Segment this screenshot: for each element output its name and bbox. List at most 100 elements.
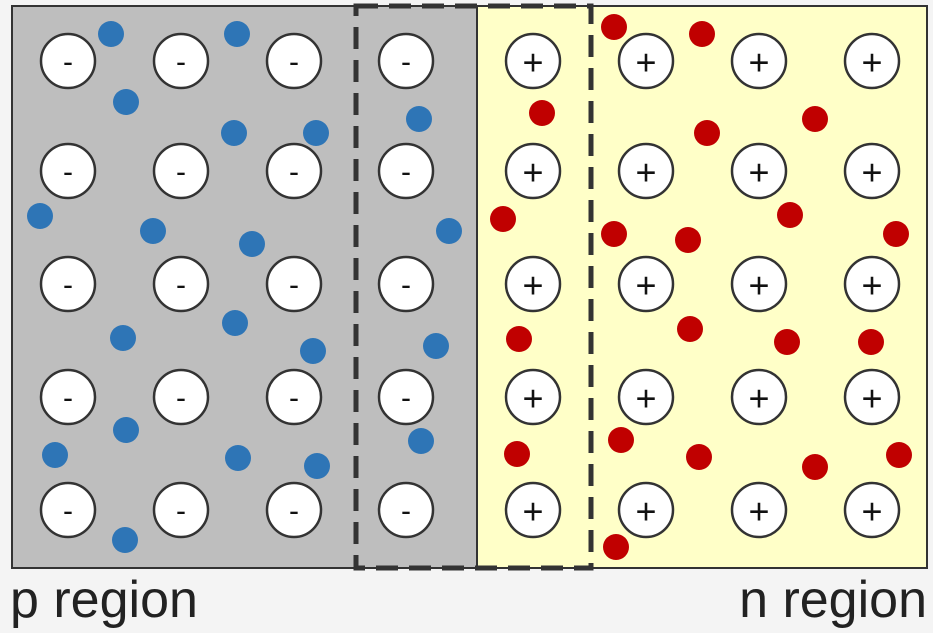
acceptor-ion: -	[39, 481, 97, 539]
donor-ion: +	[730, 142, 788, 200]
hole	[42, 442, 68, 468]
svg-text:-: -	[63, 269, 73, 302]
svg-text:+: +	[861, 378, 882, 419]
hole	[408, 428, 434, 454]
electron	[506, 326, 532, 352]
svg-text:+: +	[635, 378, 656, 419]
svg-text:+: +	[635, 42, 656, 83]
donor-ion: +	[617, 481, 675, 539]
acceptor-ion: -	[152, 368, 210, 426]
electron	[802, 454, 828, 480]
svg-text:-: -	[63, 46, 73, 79]
donor-ion: +	[730, 368, 788, 426]
acceptor-ion: -	[39, 142, 97, 200]
electron	[883, 221, 909, 247]
electron	[490, 206, 516, 232]
donor-ion: +	[843, 481, 901, 539]
acceptor-ion: -	[377, 142, 435, 200]
hole	[113, 89, 139, 115]
donor-ion: +	[617, 368, 675, 426]
svg-text:+: +	[748, 42, 769, 83]
electron	[774, 329, 800, 355]
donor-ion: +	[504, 255, 562, 313]
svg-text:-: -	[289, 46, 299, 79]
electron	[601, 221, 627, 247]
svg-text:+: +	[522, 42, 543, 83]
svg-text:-: -	[401, 495, 411, 528]
donor-ion: +	[504, 32, 562, 90]
donor-ion: +	[617, 32, 675, 90]
donor-ion: +	[843, 368, 901, 426]
svg-text:+: +	[748, 152, 769, 193]
svg-text:-: -	[63, 495, 73, 528]
donor-ion: +	[730, 255, 788, 313]
svg-text:-: -	[401, 156, 411, 189]
acceptor-ion: -	[265, 142, 323, 200]
svg-text:-: -	[176, 269, 186, 302]
hole	[110, 325, 136, 351]
svg-text:-: -	[401, 382, 411, 415]
electron	[608, 427, 634, 453]
electron	[694, 120, 720, 146]
svg-text:+: +	[748, 378, 769, 419]
electron	[675, 227, 701, 253]
acceptor-ion: -	[265, 255, 323, 313]
donor-ion: +	[730, 481, 788, 539]
electron	[601, 14, 627, 40]
svg-text:+: +	[748, 491, 769, 532]
hole	[98, 21, 124, 47]
electron	[504, 441, 530, 467]
electron	[677, 316, 703, 342]
electron	[686, 444, 712, 470]
electron	[802, 106, 828, 132]
acceptor-ion: -	[265, 481, 323, 539]
acceptor-ion: -	[39, 368, 97, 426]
svg-text:-: -	[289, 156, 299, 189]
acceptor-ion: -	[377, 32, 435, 90]
svg-text:-: -	[289, 269, 299, 302]
electron	[886, 442, 912, 468]
donor-ion: +	[843, 142, 901, 200]
acceptor-ions: - - - - - - - - - - - - - - - - - - - -	[39, 32, 435, 539]
depletion-region-boundary	[353, 3, 594, 571]
acceptor-ion: -	[152, 481, 210, 539]
acceptor-ion: -	[152, 255, 210, 313]
hole	[224, 21, 250, 47]
hole	[300, 338, 326, 364]
n-region-label: n region	[739, 571, 927, 629]
svg-text:+: +	[522, 152, 543, 193]
svg-text:+: +	[748, 265, 769, 306]
donor-ion: +	[843, 32, 901, 90]
hole	[225, 445, 251, 471]
hole	[239, 231, 265, 257]
hole	[222, 310, 248, 336]
svg-text:+: +	[522, 265, 543, 306]
donor-ions: + + + + + + + + + + + + + + + + + + + +	[504, 32, 901, 539]
electron	[777, 202, 803, 228]
electron	[529, 100, 555, 126]
donor-ion: +	[617, 255, 675, 313]
electrons	[490, 14, 912, 560]
electron	[858, 329, 884, 355]
hole	[112, 527, 138, 553]
hole	[406, 106, 432, 132]
hole	[303, 120, 329, 146]
svg-text:-: -	[176, 382, 186, 415]
p-region-label: p region	[10, 571, 198, 629]
svg-text:+: +	[635, 152, 656, 193]
svg-text:-: -	[401, 269, 411, 302]
donor-ion: +	[504, 368, 562, 426]
hole	[113, 417, 139, 443]
svg-text:+: +	[861, 42, 882, 83]
hole	[436, 218, 462, 244]
svg-text:-: -	[63, 156, 73, 189]
acceptor-ion: -	[377, 255, 435, 313]
acceptor-ion: -	[265, 32, 323, 90]
svg-text:+: +	[861, 265, 882, 306]
svg-text:+: +	[861, 152, 882, 193]
acceptor-ion: -	[377, 481, 435, 539]
hole	[304, 453, 330, 479]
acceptor-ion: -	[152, 32, 210, 90]
electron	[603, 534, 629, 560]
